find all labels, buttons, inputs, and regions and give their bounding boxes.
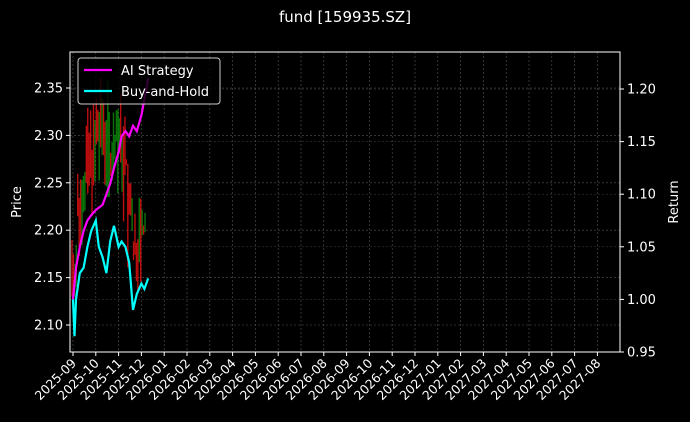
right-y-axis: 0.95 1.00 1.05 1.10 1.15 1.20 <box>620 83 656 361</box>
legend-label-bh: Buy-and-Hold <box>121 85 209 100</box>
chart-title: fund [159935.SZ] <box>278 8 412 26</box>
right-y-label: Return <box>667 180 682 223</box>
legend: AI Strategy Buy-and-Hold <box>77 57 221 105</box>
left-tick-label: 2.30 <box>34 129 63 144</box>
x-axis: 2025-092025-102025-112025-122026-012026-… <box>32 352 604 403</box>
right-tick-label: 0.95 <box>627 346 656 361</box>
legend-label-ai: AI Strategy <box>121 64 194 79</box>
left-tick-label: 2.10 <box>34 319 63 334</box>
left-tick-label: 2.25 <box>34 176 63 191</box>
right-tick-label: 1.15 <box>627 135 656 150</box>
buy-and-hold-line <box>71 216 150 337</box>
left-tick-label: 2.35 <box>34 82 63 97</box>
left-tick-label: 2.20 <box>34 224 63 239</box>
right-tick-label: 1.05 <box>627 240 656 255</box>
right-tick-label: 1.20 <box>627 83 656 98</box>
candlesticks <box>71 78 146 297</box>
left-y-label: Price <box>10 186 25 218</box>
right-tick-label: 1.00 <box>627 293 656 308</box>
ai-strategy-line <box>71 78 150 300</box>
right-tick-label: 1.10 <box>627 188 656 203</box>
left-tick-label: 2.15 <box>34 271 63 286</box>
axes-frame <box>69 51 621 353</box>
left-y-axis: 2.10 2.15 2.20 2.25 2.30 2.35 <box>34 82 70 334</box>
